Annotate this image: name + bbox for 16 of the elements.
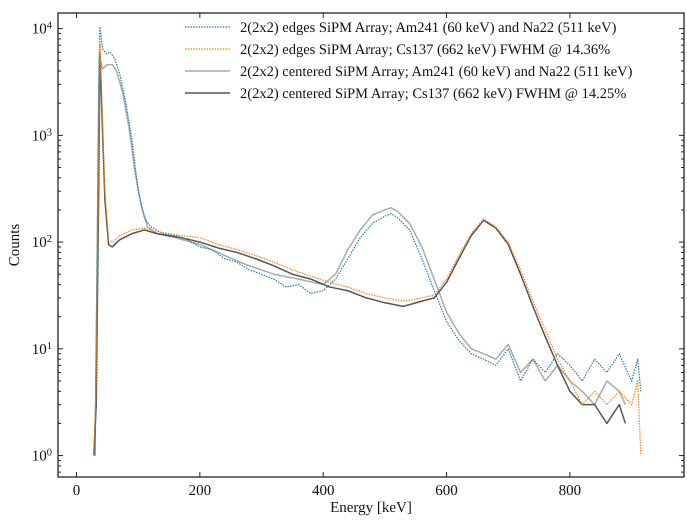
- legend-label: 2(2x2) centered SiPM Array; Am241 (60 keV) and Na22 (511 keV): [240, 64, 633, 80]
- y-tick-label: 10$^{0}$: [32, 447, 52, 465]
- x-tick-label: 200: [188, 483, 212, 499]
- x-tick-label: 400: [312, 483, 334, 499]
- legend-label: 2(2x2) edges SiPM Array; Cs137 (662 keV) FWHM @ 14.36%: [240, 42, 610, 58]
- y-axis-title: Counts: [7, 224, 23, 266]
- y-tick-label: 10$^{2}$: [32, 234, 52, 252]
- y-tick-label: 10$^{1}$: [32, 340, 52, 358]
- x-tick-label: 600: [435, 483, 458, 499]
- y-tick-label: 10$^{4}$: [32, 20, 53, 38]
- x-tick-label: 800: [558, 483, 582, 499]
- x-axis-title: Energy [keV]: [330, 500, 412, 516]
- legend-label: 2(2x2) edges SiPM Array; Am241 (60 keV) and Na22 (511 keV): [240, 20, 617, 36]
- x-tick-label: 0: [72, 483, 80, 499]
- y-tick-label: 10$^{3}$: [32, 126, 52, 144]
- legend-label: 2(2x2) centered SiPM Array; Cs137 (662 keV) FWHM @ 14.25%: [240, 86, 626, 102]
